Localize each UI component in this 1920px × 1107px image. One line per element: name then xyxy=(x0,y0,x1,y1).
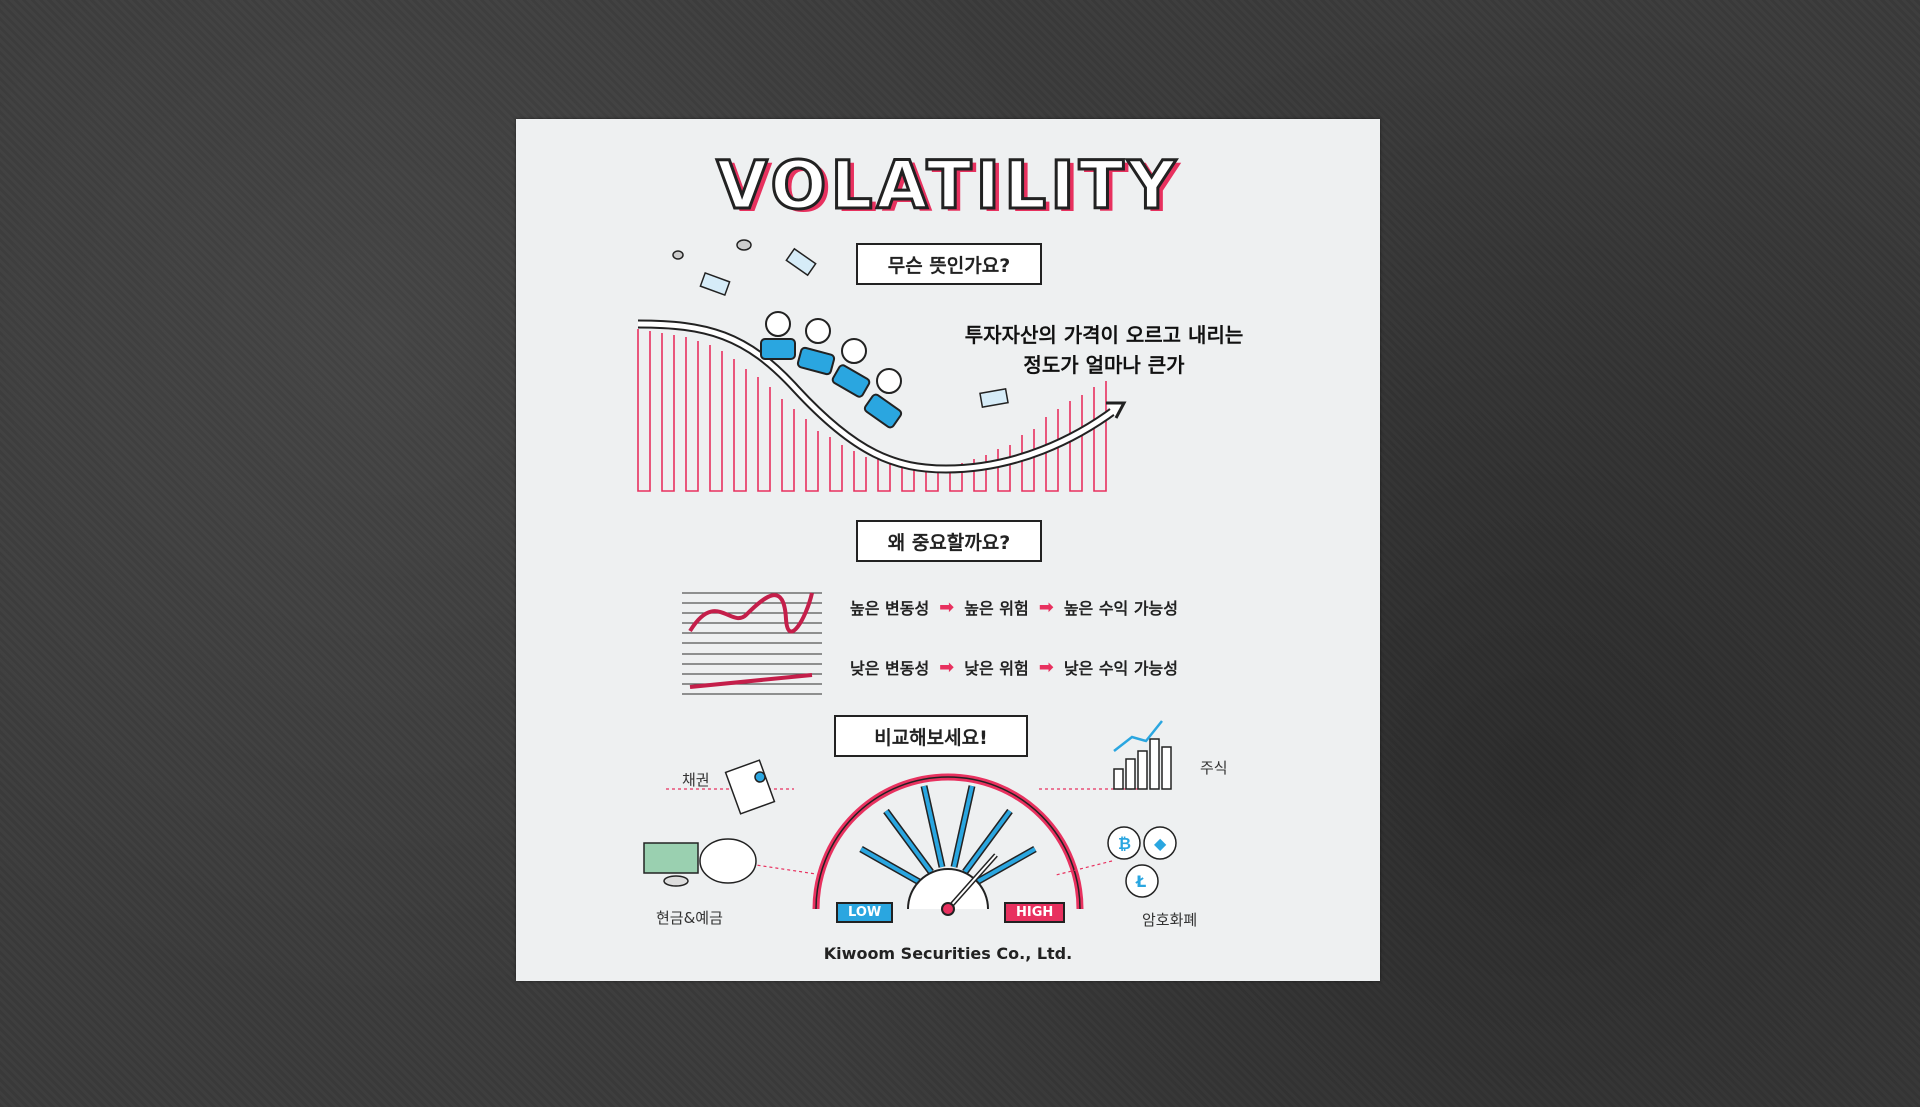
low-volatility-label: 낮은 변동성 xyxy=(850,659,930,678)
bonds-icon xyxy=(724,759,776,815)
banner-what-is-it: 무슨 뜻인가요? xyxy=(856,243,1042,285)
coaster-cars xyxy=(760,311,903,429)
arrow-icon: ➡ xyxy=(939,656,955,678)
gauge-high-tag: HIGH xyxy=(1004,902,1066,923)
stock-chart-icon xyxy=(1113,720,1172,790)
infographic-poster: ₿ ◆ Ł VOLATILITY 무슨 뜻인가요? 투자자산의 가격이 오르고 … xyxy=(516,119,1380,981)
banner-compare: 비교해보세요! xyxy=(834,715,1028,757)
gauge-low-tag: LOW xyxy=(836,902,894,923)
volatility-bars xyxy=(637,329,1107,492)
low-volatility-chart xyxy=(682,653,822,695)
arrow-icon: ➡ xyxy=(939,596,955,618)
low-return-label: 낮은 수익 가능성 xyxy=(1063,659,1178,678)
crypto-label: 암호화폐 xyxy=(1142,911,1198,929)
gauge-leader-lines xyxy=(666,788,1138,876)
high-return-label: 높은 수익 가능성 xyxy=(1063,599,1178,618)
low-volatility-row: 낮은 변동성 ➡ 낮은 위험 ➡ 낮은 수익 가능성 xyxy=(850,655,1178,679)
arrow-icon: ➡ xyxy=(1038,656,1054,678)
arrow-icon: ➡ xyxy=(1038,596,1054,618)
high-volatility-label: 높은 변동성 xyxy=(850,599,930,618)
bonds-label: 채권 xyxy=(682,771,710,789)
high-volatility-row: 높은 변동성 ➡ 높은 위험 ➡ 높은 수익 가능성 xyxy=(850,595,1178,619)
poster-title: VOLATILITY xyxy=(715,146,1180,226)
flying-money xyxy=(672,239,1009,409)
volatility-definition: 투자자산의 가격이 오르고 내리는 정도가 얼마나 큰가 xyxy=(934,320,1274,380)
low-risk-label: 낮은 위험 xyxy=(964,659,1029,678)
footer-company: Kiwoom Securities Co., Ltd. xyxy=(823,944,1073,963)
high-volatility-chart xyxy=(682,592,822,644)
svg-text:₿: ₿ xyxy=(1118,834,1131,853)
cash-deposits-label: 현금&예금 xyxy=(656,909,723,927)
svg-text:Ł: Ł xyxy=(1135,872,1146,891)
definition-line-2: 정도가 얼마나 큰가 xyxy=(1023,353,1185,377)
banner-why-important: 왜 중요할까요? xyxy=(856,520,1042,562)
svg-text:◆: ◆ xyxy=(1154,834,1167,853)
track-arrow-head xyxy=(1106,401,1127,419)
definition-line-1: 투자자산의 가격이 오르고 내리는 xyxy=(964,323,1244,347)
stocks-label: 주식 xyxy=(1200,759,1228,777)
risk-gauge xyxy=(812,773,1084,916)
high-risk-label: 높은 위험 xyxy=(964,599,1029,618)
piggy-bank-icon xyxy=(643,838,757,887)
poster-illustrations: ₿ ◆ Ł xyxy=(637,239,1177,916)
crypto-coins-icon: ₿ ◆ Ł xyxy=(1107,826,1177,898)
